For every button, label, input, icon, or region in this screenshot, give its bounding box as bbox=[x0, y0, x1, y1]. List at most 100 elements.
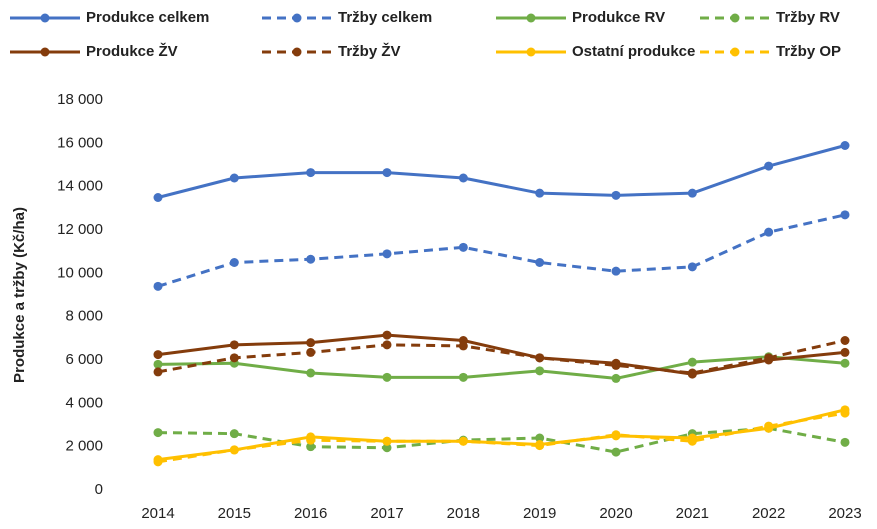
point bbox=[153, 367, 163, 377]
point bbox=[611, 430, 621, 440]
point bbox=[687, 436, 697, 446]
point bbox=[382, 436, 392, 446]
legend-label: Ostatní produkce bbox=[572, 43, 695, 60]
legend-label: Produkce ŽV bbox=[86, 42, 178, 60]
point bbox=[764, 161, 774, 171]
y-tick-label: 14 000 bbox=[57, 178, 103, 195]
x-tick-label: 2017 bbox=[370, 505, 403, 522]
legend-marker bbox=[730, 13, 740, 23]
point bbox=[764, 227, 774, 237]
point bbox=[229, 258, 239, 267]
point bbox=[535, 441, 545, 451]
point bbox=[687, 188, 697, 198]
legend-marker bbox=[526, 47, 536, 57]
point bbox=[153, 428, 163, 438]
series-line bbox=[157, 408, 846, 462]
point bbox=[306, 435, 316, 445]
point bbox=[687, 262, 697, 272]
point bbox=[458, 173, 468, 183]
x-tick-label: 2022 bbox=[752, 505, 785, 522]
point bbox=[611, 373, 621, 383]
y-axis-label: Produkce a tržby (Kč/ha) bbox=[11, 207, 28, 383]
legend-label: Tržby OP bbox=[776, 43, 841, 60]
point bbox=[153, 281, 163, 291]
point bbox=[153, 193, 163, 202]
point bbox=[764, 421, 774, 431]
x-tick-label: 2016 bbox=[294, 505, 327, 522]
point bbox=[306, 254, 316, 264]
point bbox=[229, 429, 239, 439]
series-line bbox=[157, 333, 846, 376]
legend-marker bbox=[526, 13, 536, 23]
y-tick-label: 18 000 bbox=[57, 91, 103, 108]
series-line bbox=[157, 213, 846, 288]
y-tick-label: 16 000 bbox=[57, 134, 103, 151]
point bbox=[229, 340, 239, 350]
x-tick-label: 2014 bbox=[141, 505, 174, 522]
point bbox=[840, 336, 850, 345]
y-tick-label: 0 bbox=[95, 481, 103, 498]
point bbox=[458, 242, 468, 252]
series-line bbox=[157, 411, 846, 464]
legend-label: Produkce celkem bbox=[86, 9, 209, 26]
point bbox=[535, 258, 545, 267]
point bbox=[306, 168, 316, 178]
point bbox=[153, 350, 163, 360]
point bbox=[382, 249, 392, 259]
point bbox=[306, 338, 316, 348]
point bbox=[382, 168, 392, 178]
point bbox=[840, 437, 850, 447]
y-tick-label: 4 000 bbox=[65, 394, 103, 411]
legend-marker bbox=[40, 13, 50, 23]
point bbox=[382, 330, 392, 340]
point bbox=[535, 433, 545, 443]
point bbox=[611, 360, 621, 370]
legend-label: Produkce RV bbox=[572, 9, 665, 26]
x-tick-label: 2015 bbox=[218, 505, 251, 522]
point bbox=[687, 357, 697, 367]
point bbox=[840, 141, 850, 150]
x-tick-label: 2021 bbox=[676, 505, 709, 522]
series-line bbox=[157, 339, 846, 375]
point bbox=[458, 436, 468, 446]
y-tick-label: 8 000 bbox=[65, 308, 103, 325]
point bbox=[229, 353, 239, 363]
series-line bbox=[157, 426, 846, 454]
point bbox=[687, 368, 697, 378]
point bbox=[535, 353, 545, 363]
legend-label: Tržby ŽV bbox=[338, 42, 401, 60]
point bbox=[535, 188, 545, 198]
legend-label: Tržby RV bbox=[776, 9, 840, 26]
point bbox=[229, 445, 239, 455]
point bbox=[840, 358, 850, 368]
x-tick-label: 2018 bbox=[447, 505, 480, 522]
point bbox=[840, 408, 850, 418]
x-tick-label: 2019 bbox=[523, 505, 556, 522]
point bbox=[458, 372, 468, 382]
y-tick-label: 6 000 bbox=[65, 351, 103, 368]
point bbox=[153, 359, 163, 369]
point bbox=[306, 347, 316, 357]
y-tick-label: 12 000 bbox=[57, 221, 103, 238]
point bbox=[764, 353, 774, 363]
point bbox=[535, 366, 545, 376]
legend-label: Tržby celkem bbox=[338, 9, 432, 26]
point bbox=[611, 447, 621, 457]
x-tick-label: 2023 bbox=[828, 505, 861, 522]
point bbox=[840, 347, 850, 357]
series-line bbox=[157, 355, 846, 380]
point bbox=[458, 341, 468, 351]
legend-marker bbox=[292, 47, 302, 57]
x-tick-label: 2020 bbox=[599, 505, 632, 522]
point bbox=[611, 266, 621, 276]
point bbox=[153, 457, 163, 467]
y-tick-label: 10 000 bbox=[57, 264, 103, 281]
point bbox=[382, 340, 392, 350]
point bbox=[382, 372, 392, 382]
point bbox=[382, 443, 392, 453]
point bbox=[306, 442, 316, 452]
point bbox=[611, 190, 621, 200]
point bbox=[306, 368, 316, 378]
legend-marker bbox=[40, 47, 50, 57]
